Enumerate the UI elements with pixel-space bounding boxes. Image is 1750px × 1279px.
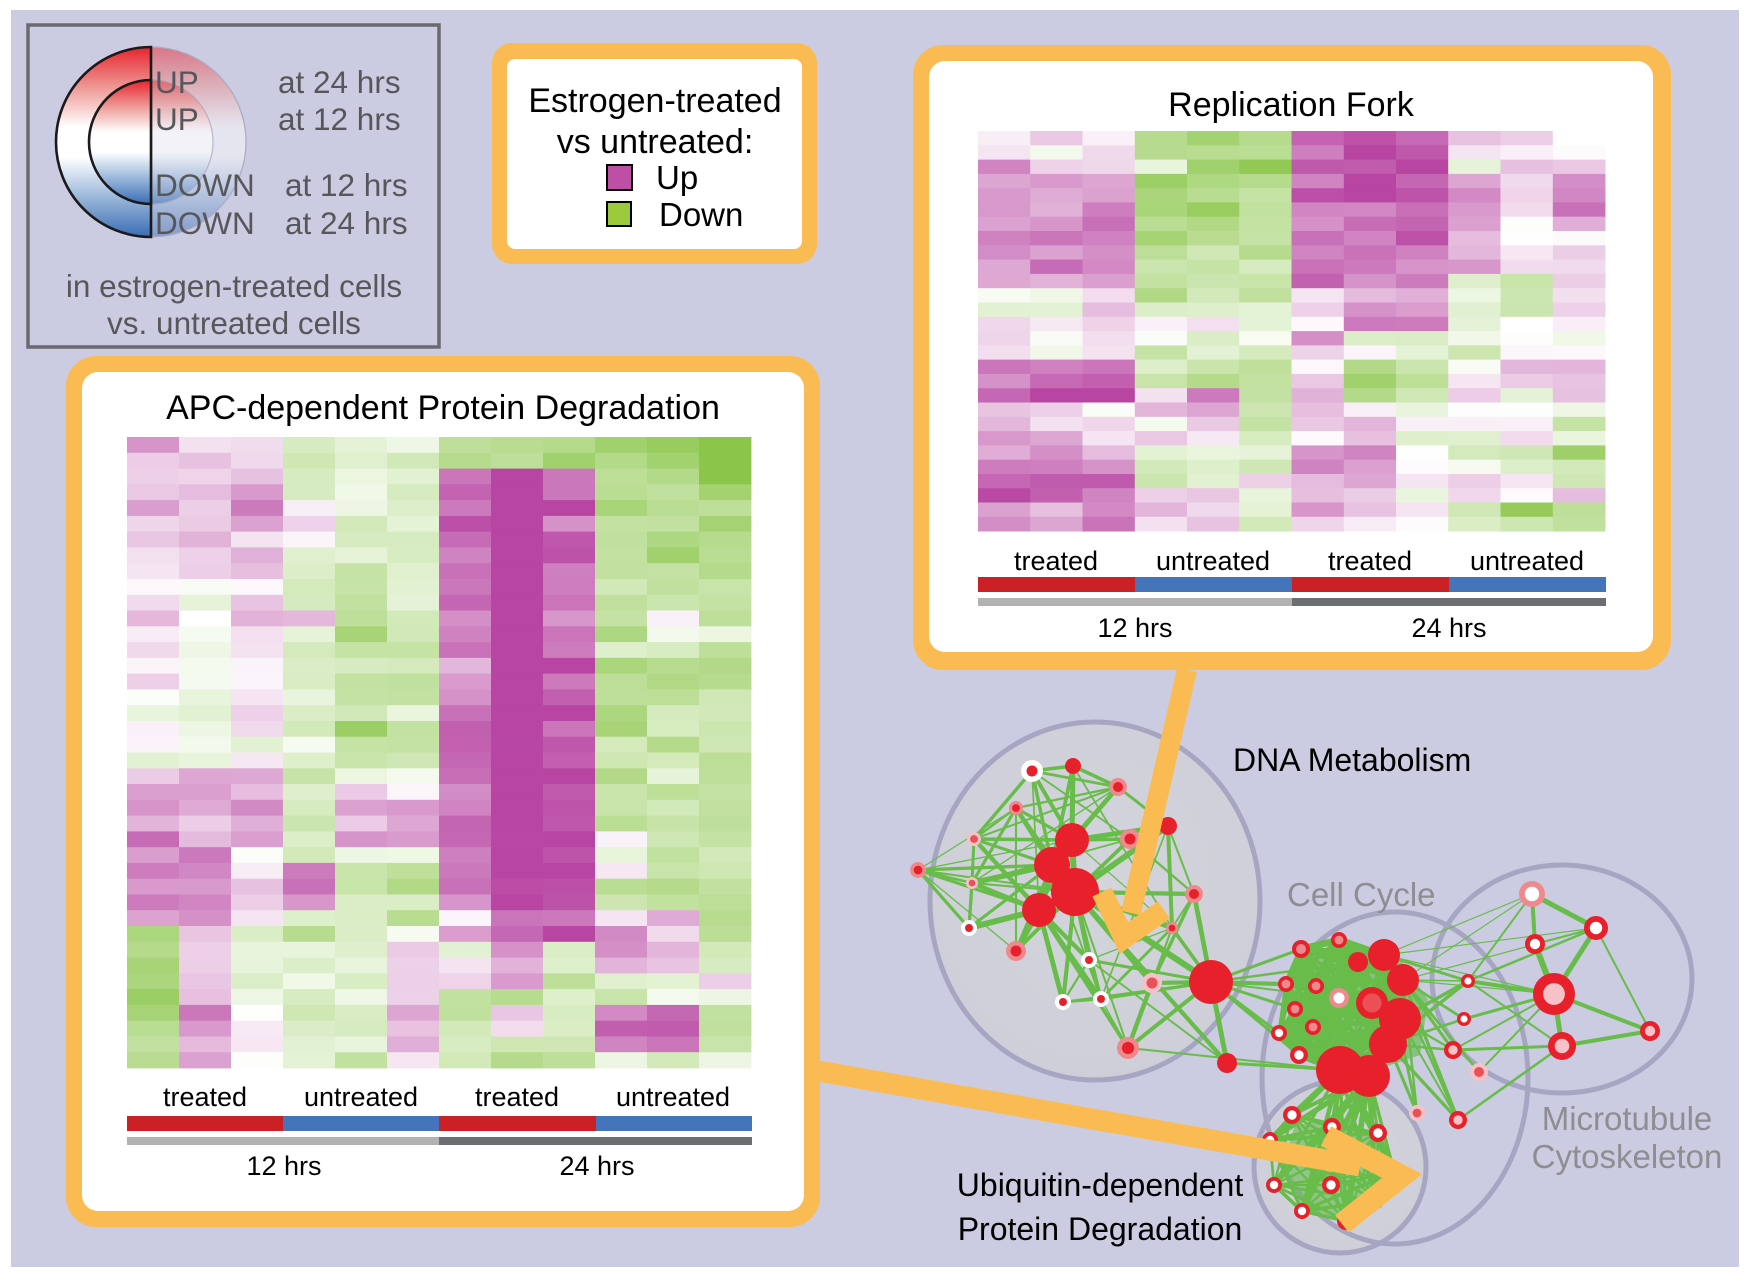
svg-text:Ubiquitin-dependent: Ubiquitin-dependent <box>957 1167 1244 1203</box>
svg-text:treated: treated <box>163 1082 247 1112</box>
svg-text:treated: treated <box>1328 546 1412 576</box>
svg-text:Cell Cycle: Cell Cycle <box>1287 876 1436 913</box>
svg-text:untreated: untreated <box>304 1082 418 1112</box>
svg-text:treated: treated <box>475 1082 559 1112</box>
svg-text:in estrogen-treated cells: in estrogen-treated cells <box>66 268 402 304</box>
svg-text:Up: Up <box>656 159 698 196</box>
svg-text:24 hrs: 24 hrs <box>1411 613 1486 643</box>
svg-text:vs. untreated cells: vs. untreated cells <box>107 305 361 341</box>
svg-text:Estrogen-treated: Estrogen-treated <box>528 82 781 120</box>
svg-text:Down: Down <box>659 196 743 233</box>
svg-text:Cytoskeleton: Cytoskeleton <box>1532 1138 1723 1175</box>
svg-text:DOWN: DOWN <box>155 167 255 203</box>
svg-text:treated: treated <box>1014 546 1098 576</box>
svg-text:APC-dependent Protein Degradat: APC-dependent Protein Degradation <box>166 389 720 427</box>
svg-text:untreated: untreated <box>1470 546 1584 576</box>
svg-text:12 hrs: 12 hrs <box>246 1151 321 1181</box>
svg-text:DOWN: DOWN <box>155 205 255 241</box>
svg-text:at 24 hrs: at 24 hrs <box>278 64 401 100</box>
svg-text:Microtubule: Microtubule <box>1542 1100 1713 1137</box>
svg-text:untreated: untreated <box>1156 546 1270 576</box>
svg-text:Replication Fork: Replication Fork <box>1168 86 1415 124</box>
svg-text:at 24 hrs: at 24 hrs <box>285 205 408 241</box>
svg-text:UP: UP <box>155 101 199 137</box>
svg-text:at 12 hrs: at 12 hrs <box>285 167 408 203</box>
svg-text:at 12 hrs: at 12 hrs <box>278 101 401 137</box>
svg-text:24 hrs: 24 hrs <box>559 1151 634 1181</box>
svg-text:untreated: untreated <box>616 1082 730 1112</box>
svg-text:Protein Degradation: Protein Degradation <box>958 1211 1243 1247</box>
svg-text:vs untreated:: vs untreated: <box>557 123 754 161</box>
svg-text:12 hrs: 12 hrs <box>1097 613 1172 643</box>
svg-text:UP: UP <box>155 64 199 100</box>
svg-text:DNA Metabolism: DNA Metabolism <box>1233 742 1471 778</box>
